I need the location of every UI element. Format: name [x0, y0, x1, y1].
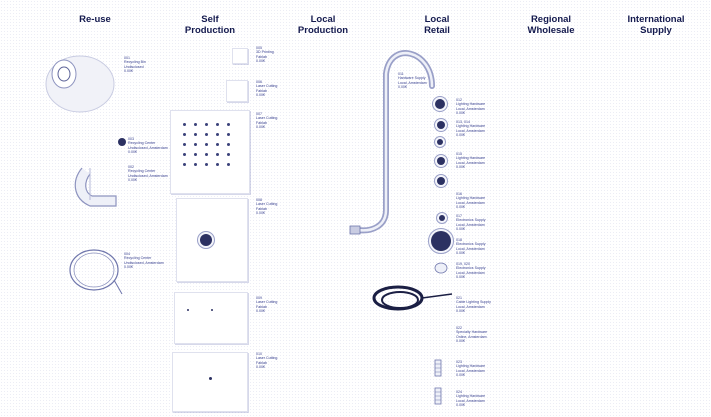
label-retail-7: 018 Electronics Supply Local, Amsterdam …: [456, 238, 486, 256]
retail-part-6: [436, 212, 448, 224]
recycled-knob-image: [118, 138, 126, 146]
retail-small-bulb: [434, 262, 448, 274]
label-retail-5: 016 Lighting Hardware Local, Amsterdam 0…: [456, 192, 486, 210]
label-retail-1: 011 Hardware Supply Local, Amsterdam 0.0…: [398, 72, 427, 90]
recycled-bracket-image: [74, 167, 117, 207]
retail-part-4: [434, 154, 448, 168]
retail-socket-part: [428, 228, 454, 254]
label-self-3: 007 Laser Cutting Fablab 0.00€: [256, 112, 278, 130]
small-part-2: [226, 80, 248, 102]
recycled-cable-coil-image: [69, 249, 123, 295]
retail-part-5: [434, 174, 448, 188]
label-self-6: 010 Laser Cutting Fablab 0.00€: [256, 352, 278, 370]
retail-part-2: [434, 118, 448, 132]
column-title-reuse: Re-use: [79, 14, 111, 25]
column-title-international-supply: International Supply: [627, 14, 685, 36]
label-retail-12: 024 Lighting Hardware Local, Amsterdam 0…: [456, 390, 486, 408]
label-reuse-3: 002 Recycling Center Undisclosed, Amster…: [128, 165, 168, 183]
retail-screw-part-1: [434, 359, 442, 377]
label-self-4: 008 Laser Cutting Fablab 0.00€: [256, 198, 278, 216]
cover-plate-panel: [174, 292, 248, 344]
label-retail-8: 019, 020 Electronics Supply Local, Amste…: [456, 262, 486, 280]
column-title-regional-wholesale: Regional Wholesale: [527, 14, 575, 36]
black-cable-coil-image: [372, 285, 453, 311]
label-retail-6: 017 Electronics Supply Local, Amsterdam …: [456, 214, 486, 232]
column-title-local-retail: Local Retail: [424, 14, 450, 36]
column-title-local-production: Local Production: [297, 14, 349, 36]
label-retail-11: 023 Lighting Hardware Local, Amsterdam 0…: [456, 360, 486, 378]
label-self-5: 009 Laser Cutting Fablab 0.00€: [256, 296, 278, 314]
label-retail-10: 022 Specialty Hardware Online, Amsterdam…: [456, 326, 488, 344]
label-retail-2: 012 Lighting Hardware Local, Amsterdam 0…: [456, 98, 486, 116]
retail-part-3: [434, 136, 446, 148]
label-reuse-4: 004 Recycling Center Undisclosed, Amster…: [124, 252, 164, 270]
label-retail-3: 013, 014 Lighting Hardware Local, Amster…: [456, 120, 486, 138]
column-title-self-production: Self Production: [184, 14, 236, 36]
label-reuse-1: 001 Recycling Bin Undisclosed 0.00€: [124, 56, 146, 74]
switch-plate-panel: [176, 198, 248, 282]
small-part-1: [232, 48, 248, 64]
reused-lampshade-image: [45, 55, 115, 113]
label-self-1: 005 3D Printing Fablab 0.00€: [256, 46, 274, 64]
label-reuse-2: 003 Recycling Center Undisclosed, Amster…: [128, 137, 168, 155]
bent-metal-tube-image: [349, 50, 435, 235]
label-retail-9: 021 Cable Lighting Supply Local, Amsterd…: [456, 296, 491, 314]
retail-part-1: [432, 96, 448, 112]
base-plate-panel: [172, 352, 248, 412]
retail-screw-part-2: [434, 387, 442, 405]
label-retail-4: 015 Lighting Hardware Local, Amsterdam 0…: [456, 152, 486, 170]
socket-disc: [197, 231, 215, 249]
perforated-panel: [170, 110, 250, 194]
label-self-2: 006 Laser Cutting Fablab 0.00€: [256, 80, 278, 98]
